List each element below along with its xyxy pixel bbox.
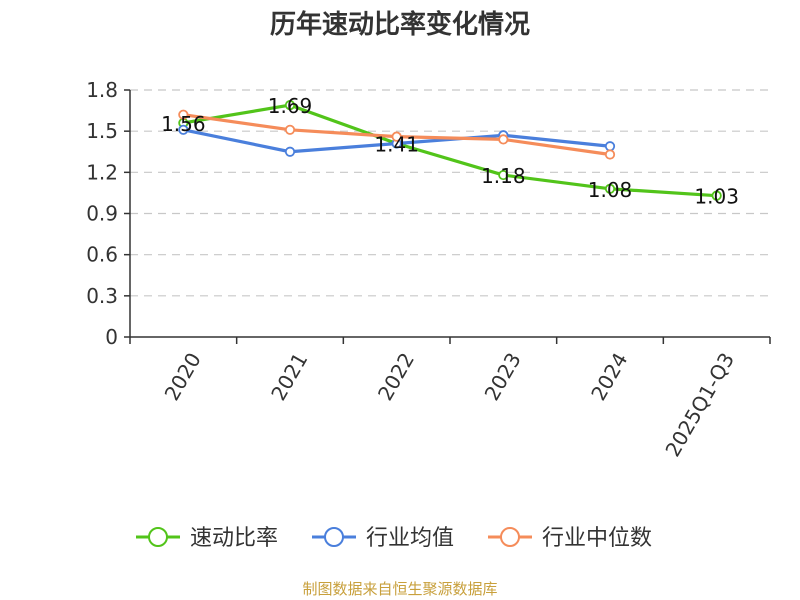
y-tick-label: 1.5 (86, 119, 118, 143)
data-point (391, 131, 402, 142)
legend-marker (148, 527, 168, 547)
data-point (498, 134, 509, 145)
series-lines (178, 99, 722, 201)
y-tick-label: 0.9 (86, 202, 118, 226)
data-point (178, 124, 189, 135)
legend-item: 行业均值 (312, 526, 454, 551)
data-point (284, 124, 296, 135)
data-label: 1.03 (694, 185, 739, 209)
x-tick-label: 2023 (480, 349, 526, 405)
y-tick-label: 1.2 (86, 160, 118, 184)
legend-marker (324, 527, 344, 547)
legend: 速动比率 行业均值 行业中位数 (136, 526, 652, 551)
data-point (604, 149, 616, 160)
legend-label: 行业均值 (366, 526, 454, 551)
legend-label: 行业中位数 (542, 526, 652, 551)
series-line-0 (183, 103, 717, 198)
data-point (604, 141, 616, 152)
legend-marker (500, 527, 520, 547)
data-label: 1.41 (374, 133, 419, 157)
legend-item: 速动比率 (136, 526, 278, 551)
x-tick-label: 2024 (586, 349, 632, 405)
x-tick-label: 2022 (373, 349, 419, 405)
source-note: 制图数据来自恒生聚源数据库 (302, 580, 498, 598)
data-point (178, 109, 189, 120)
data-label: 1.08 (588, 178, 633, 202)
data-point (604, 183, 616, 194)
x-tick-label: 2020 (160, 349, 206, 405)
grid-lines (130, 89, 770, 297)
data-point (284, 146, 296, 157)
y-tick-label: 0.6 (86, 243, 118, 267)
data-label: 1.69 (268, 94, 313, 118)
y-tick-label: 0 (105, 325, 118, 349)
data-point (711, 190, 722, 201)
data-label: 1.56 (161, 112, 206, 136)
data-point (284, 99, 296, 111)
data-label: 1.18 (481, 164, 526, 188)
y-tick-label: 1.8 (86, 78, 118, 102)
chart-title: 历年速动比率变化情况 (269, 10, 530, 40)
legend-label: 速动比率 (190, 526, 278, 551)
y-tick-label: 0.3 (86, 284, 118, 308)
legend-item: 行业中位数 (488, 526, 652, 551)
x-tick-label: 2025Q1-Q3 (660, 349, 739, 461)
data-labels: 1.56 1.69 1.41 1.18 1.08 1.03 (161, 94, 739, 209)
x-tick-label: 2021 (266, 349, 312, 405)
data-point (498, 169, 509, 181)
